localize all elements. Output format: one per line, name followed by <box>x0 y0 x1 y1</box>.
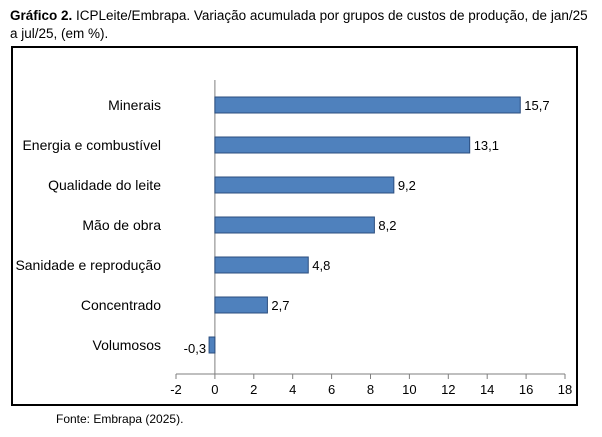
caption-text: ICPLeite/Embrapa. Variação acumulada por… <box>10 8 588 41</box>
x-tick-label: 0 <box>211 382 218 397</box>
x-tick-label: 6 <box>328 382 335 397</box>
data-label: 8,2 <box>378 218 396 233</box>
category-label: Concentrado <box>81 297 161 313</box>
category-label: Sanidade e reprodução <box>15 257 161 273</box>
category-label: Qualidade do leite <box>48 177 161 193</box>
x-tick-label: 14 <box>480 382 494 397</box>
category-label: Volumosos <box>93 337 161 353</box>
bar <box>214 136 471 154</box>
data-label: -0,3 <box>184 341 206 356</box>
bar <box>214 176 395 194</box>
x-tick-label: 4 <box>289 382 296 397</box>
bar <box>214 256 309 274</box>
category-label: Mão de obra <box>82 217 161 233</box>
x-tick-label: 16 <box>519 382 533 397</box>
data-label: 15,7 <box>524 98 549 113</box>
data-label: 2,7 <box>271 298 289 313</box>
category-label: Minerais <box>108 97 161 113</box>
x-tick-label: 8 <box>367 382 374 397</box>
source-note: Fonte: Embrapa (2025). <box>56 412 184 426</box>
x-tick-label: 2 <box>250 382 257 397</box>
bar <box>214 96 521 114</box>
x-tick-label: 10 <box>402 382 416 397</box>
bar <box>208 336 216 354</box>
x-tick-label: 12 <box>441 382 455 397</box>
data-label: 13,1 <box>474 138 499 153</box>
category-label: Energia e combustível <box>22 137 161 153</box>
figure-caption: Gráfico 2. ICPLeite/Embrapa. Variação ac… <box>10 7 590 43</box>
caption-label: Gráfico 2. <box>10 8 73 23</box>
x-tick-label: -2 <box>170 382 182 397</box>
data-label: 4,8 <box>312 258 330 273</box>
data-label: 9,2 <box>398 178 416 193</box>
chart-frame: -2 0 2 4 6 8 10 12 14 16 18 Minerais 15,7 Energia e c… <box>11 46 578 406</box>
x-tick-label: 18 <box>558 382 572 397</box>
bar-chart: -2 0 2 4 6 8 10 12 14 16 18 Minerais 15,7 Energia e c… <box>15 80 572 397</box>
bar <box>214 296 268 314</box>
bar <box>214 216 375 234</box>
